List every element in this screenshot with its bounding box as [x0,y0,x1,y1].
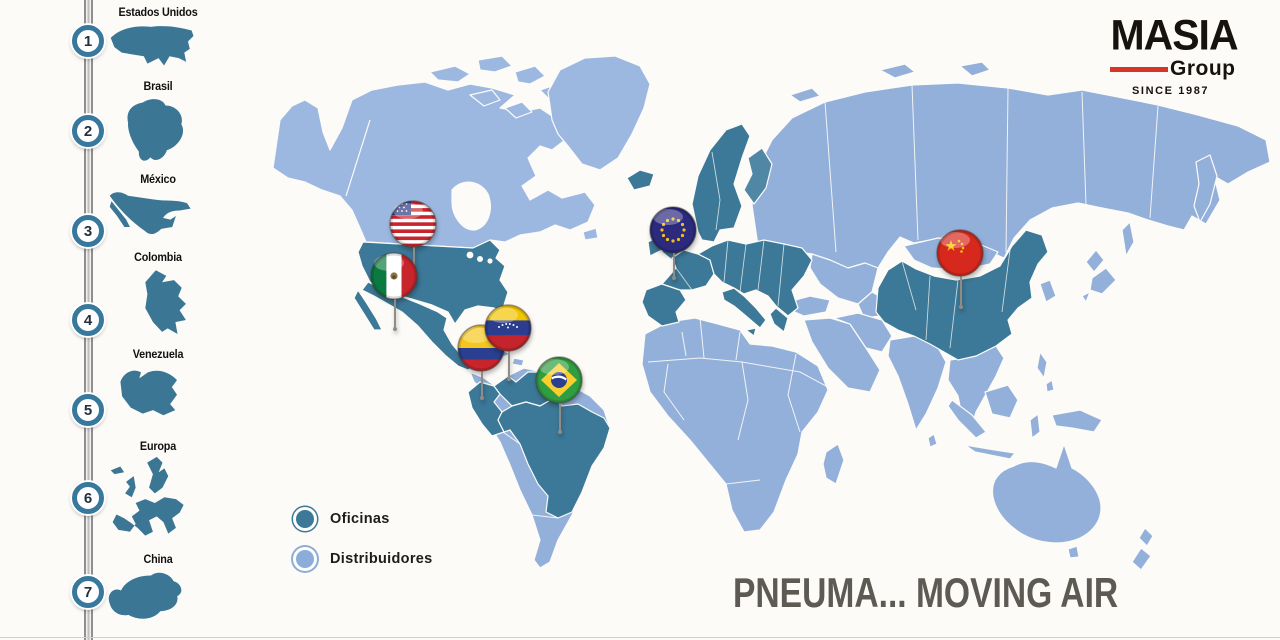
usa-flag-pin [389,200,437,283]
venezuela-flag-pin [484,304,532,381]
offices-marker-icon [296,510,314,528]
colombia-silhouette [145,270,186,334]
mexico-silhouette [109,192,191,235]
brazil-flag-pin [535,356,583,434]
timeline-label-5: Venezuela [132,349,184,361]
timeline-step-3: 3 [72,215,104,247]
timeline-step-1: 1 [72,25,104,57]
timeline-label-6: Europa [139,441,177,453]
europe-silhouette [110,456,184,536]
mexico-flag-pin [370,252,418,331]
venezuela-silhouette [120,370,177,416]
timeline-step-6: 6 [72,482,104,514]
masia-group-logo: MASIA Group SINCE 1987 [1098,11,1250,97]
map-legend: Oficinas Distribuidores [292,506,433,586]
distributors-marker-icon [296,550,314,568]
logo-subtitle: Group [1170,57,1236,80]
timeline-label-4: Colombia [134,252,182,264]
logo-title: MASIA [1110,11,1238,59]
european-union-flag-pin [649,206,697,280]
timeline-step-5: 5 [72,394,104,426]
logo-row: Group [1098,57,1250,81]
timeline-label-7: China [143,554,173,566]
china-silhouette [108,572,182,619]
timeline-label-3: México [140,174,176,186]
legend-distributors-row: Distribuidores [292,546,433,572]
distributors-label: Distribuidores [330,551,433,567]
logo-since: SINCE 1987 [1132,85,1210,97]
brazil-silhouette [127,99,184,161]
tagline: PNEUMA... MOVING AIR [733,569,1119,616]
timeline-step-2: 2 [72,115,104,147]
timeline-label-1: Estados Unidos [118,7,198,19]
china-flag-pin [936,229,984,309]
timeline-step-7: 7 [72,576,104,608]
legend-offices-row: Oficinas [292,506,433,532]
usa-silhouette [110,26,194,66]
bottom-divider [0,637,1280,638]
offices-label: Oficinas [330,511,390,527]
timeline-step-4: 4 [72,304,104,336]
timeline-label-2: Brasil [143,81,173,93]
logo-red-line [1110,66,1168,72]
